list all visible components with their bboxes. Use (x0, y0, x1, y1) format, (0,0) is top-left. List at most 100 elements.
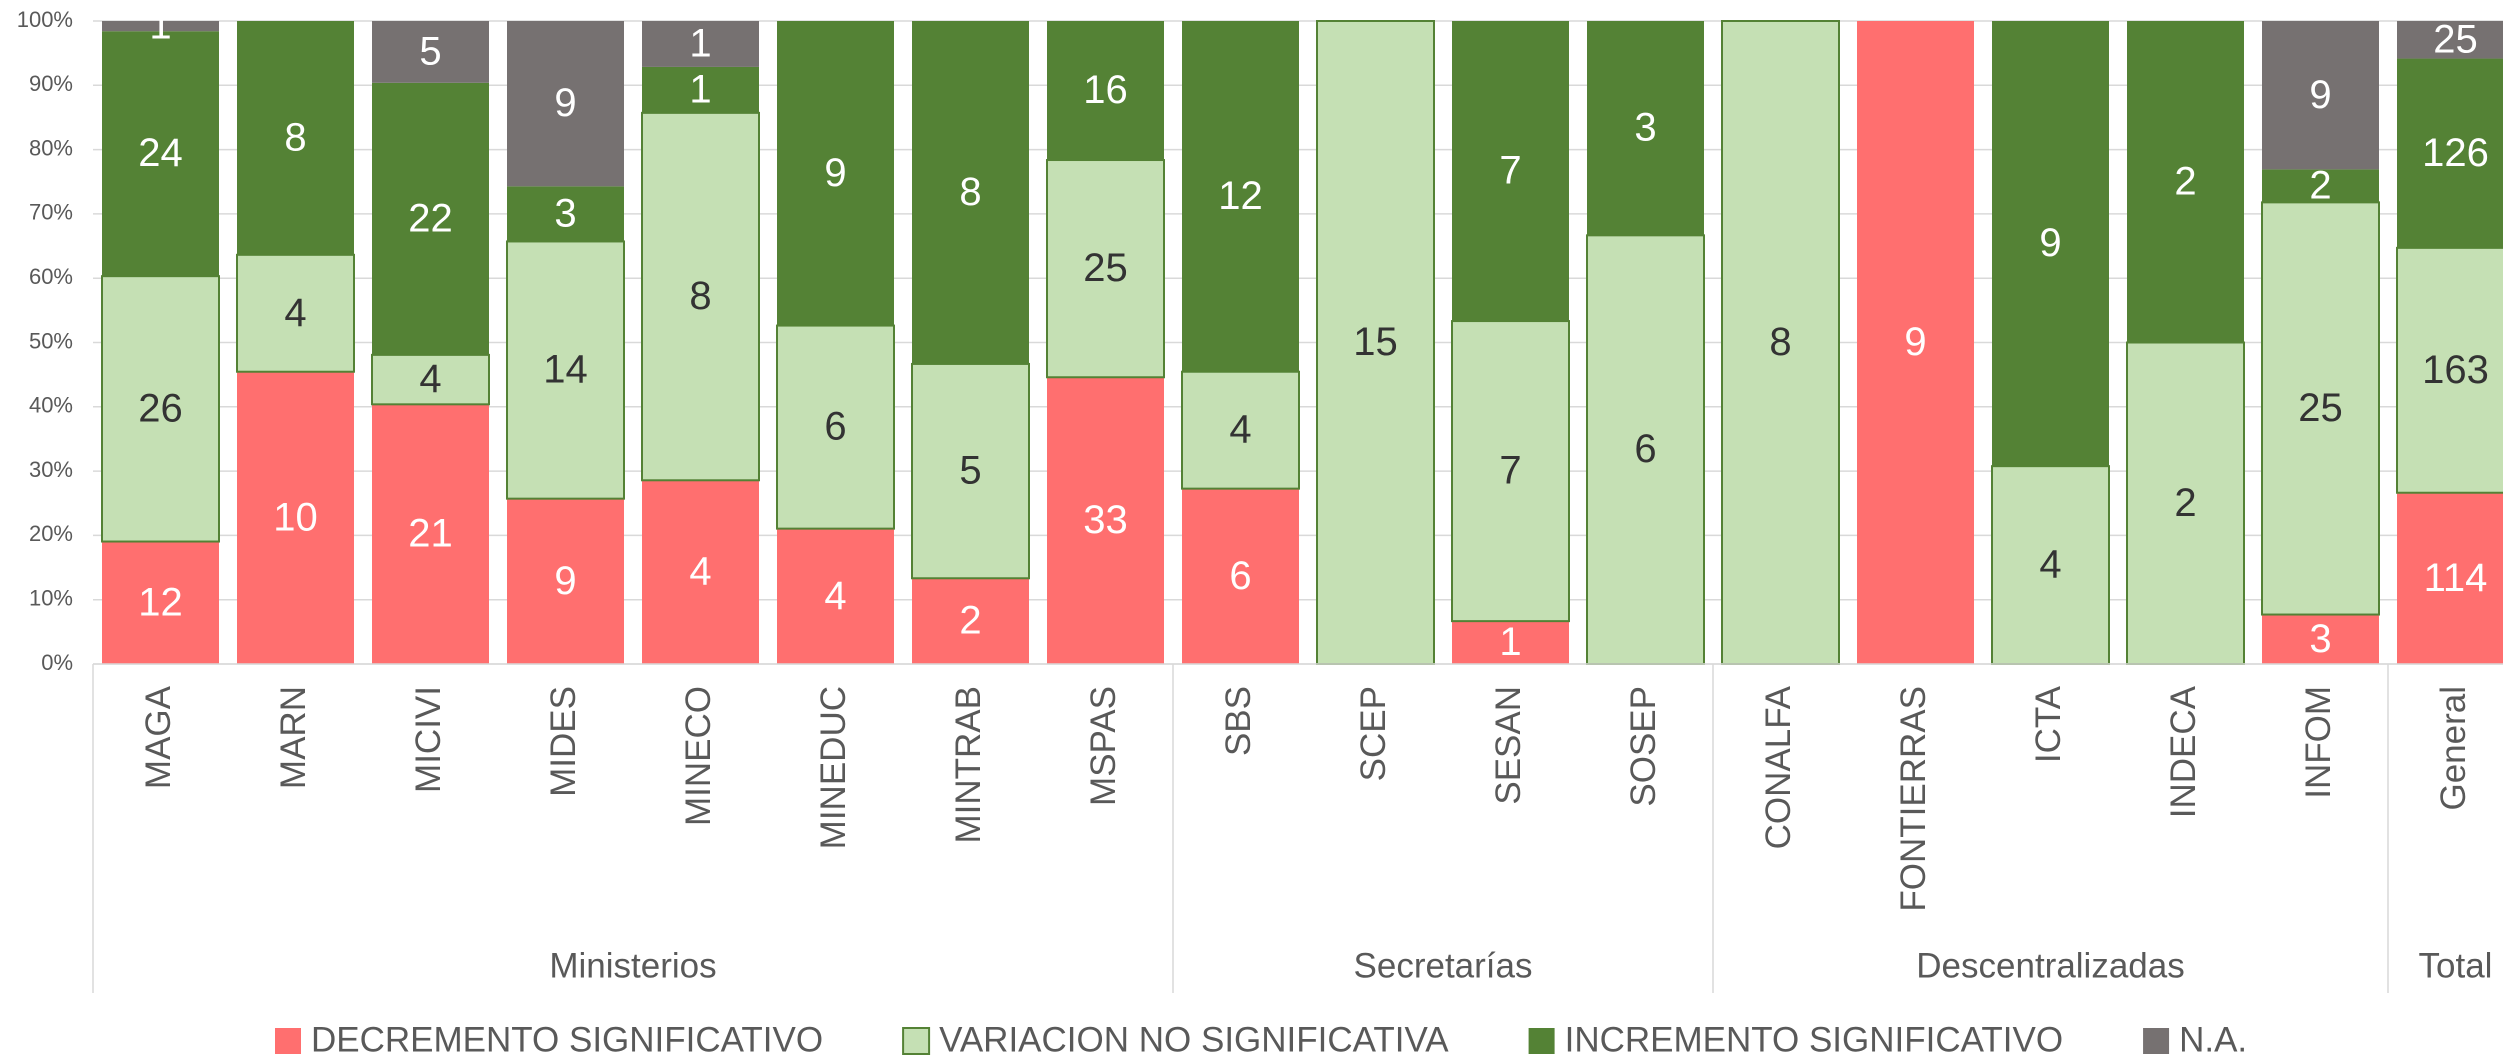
data-label: 8 (689, 274, 711, 318)
data-label: 26 (138, 386, 183, 430)
data-label: 7 (1499, 149, 1521, 193)
data-label: 4 (689, 550, 711, 594)
x-tick-label: SESAN (1489, 686, 1528, 805)
x-tick-label: General (2434, 686, 2473, 811)
bar-segment (912, 578, 1029, 664)
legend-swatch (2143, 1028, 2170, 1054)
data-label: 5 (419, 29, 441, 73)
y-tick-label: 40% (29, 393, 73, 418)
bar-segment (1992, 21, 2109, 467)
group-label: Total (2419, 946, 2493, 985)
bar-segment (2262, 169, 2379, 203)
bar-segment (1452, 21, 1569, 322)
data-label: 4 (419, 357, 441, 401)
y-tick-label: 100% (17, 7, 73, 32)
bar-segment (236, 253, 355, 373)
y-tick-label: 0% (41, 650, 73, 675)
bar-segment (1182, 488, 1299, 664)
data-label: 12 (1218, 174, 1263, 218)
x-tick-label: MINTRAB (949, 686, 988, 844)
data-label: 9 (554, 81, 576, 125)
data-label: 12 (138, 580, 183, 624)
x-tick-label: MICIVI (409, 686, 448, 793)
bar-segment (1046, 159, 1165, 379)
x-tick-label: MAGA (139, 685, 178, 789)
data-label: 3 (1634, 106, 1656, 150)
bar-segment (1316, 20, 1435, 665)
bar-segment (1451, 320, 1570, 623)
y-tick-label: 70% (29, 200, 73, 225)
bar-segment (102, 21, 219, 32)
bar-segment (1047, 377, 1164, 664)
data-label: 114 (2424, 556, 2488, 600)
data-label: 3 (2309, 617, 2331, 661)
x-tick-label: MINECO (679, 686, 718, 826)
data-label: 126 (2422, 131, 2489, 175)
data-label: 25 (1083, 246, 1128, 290)
bar-segment (2126, 341, 2245, 665)
data-label: 2 (2174, 481, 2196, 525)
bar-segment (776, 324, 895, 530)
data-label: 10 (273, 495, 318, 539)
data-label: 8 (284, 115, 306, 159)
x-tick-label: CONALFA (1759, 685, 1798, 849)
legend-label: VARIACION NO SIGNIFICATIVA (939, 1020, 1449, 1057)
x-tick-label: SCEP (1354, 686, 1393, 781)
group-label: Ministerios (549, 946, 716, 985)
bar-segment (372, 21, 489, 83)
legend-swatch (275, 1028, 301, 1054)
data-label: 9 (2309, 73, 2331, 117)
bar-segment (642, 480, 759, 664)
bar-segment (507, 498, 624, 664)
x-tick-label: MARN (274, 686, 313, 789)
data-label: 4 (2039, 543, 2061, 587)
data-label: 16 (1083, 68, 1128, 112)
legend-label: N.A. (2179, 1020, 2247, 1057)
x-tick-label: ICTA (2029, 685, 2068, 763)
data-label: 25 (2433, 17, 2478, 61)
bar-segment (912, 21, 1029, 364)
bar-segment (506, 240, 625, 500)
data-label: 9 (2039, 221, 2061, 265)
x-tick-label: INDECA (2164, 685, 2203, 818)
bar-segment (777, 21, 894, 326)
y-tick-label: 50% (29, 328, 73, 353)
data-label: 4 (824, 574, 846, 618)
data-label: 8 (1769, 320, 1791, 364)
bar-segment (2397, 492, 2503, 664)
x-tick-label: FONTIERRAS (1894, 686, 1933, 912)
bar-segment (507, 21, 624, 187)
bar-segment (911, 362, 1030, 580)
data-label: 4 (1229, 408, 1251, 452)
bar-segment (642, 21, 759, 67)
data-label: 2 (959, 599, 981, 643)
bar-segment (2397, 21, 2503, 59)
group-label: Secretarías (1354, 946, 1533, 985)
data-label: 1 (689, 22, 711, 66)
bar-segment (237, 371, 354, 664)
data-label: 4 (284, 291, 306, 335)
bar-segment (641, 111, 760, 482)
x-tick-label: MSPAS (1084, 686, 1123, 806)
bar-segment (507, 186, 624, 242)
bar-segment (372, 82, 489, 355)
x-tick-label: INFOM (2299, 686, 2338, 799)
bar-segment (1721, 20, 1840, 665)
data-label: 2 (2174, 159, 2196, 203)
bar-segment (2261, 201, 2380, 616)
y-tick-label: 30% (29, 457, 73, 482)
bar-segment (101, 275, 220, 543)
bar-segment (642, 66, 759, 113)
data-label: 8 (959, 170, 981, 214)
bar-segment (102, 31, 219, 277)
bar-segment (2397, 58, 2503, 248)
bar-segment (1182, 21, 1299, 372)
y-tick-label: 80% (29, 135, 73, 160)
data-label: 9 (554, 559, 576, 603)
data-label: 9 (824, 151, 846, 195)
y-tick-label: 90% (29, 71, 73, 96)
bar-segment (1991, 465, 2110, 665)
data-label: 22 (408, 196, 453, 240)
data-label: 2 (2309, 163, 2331, 207)
